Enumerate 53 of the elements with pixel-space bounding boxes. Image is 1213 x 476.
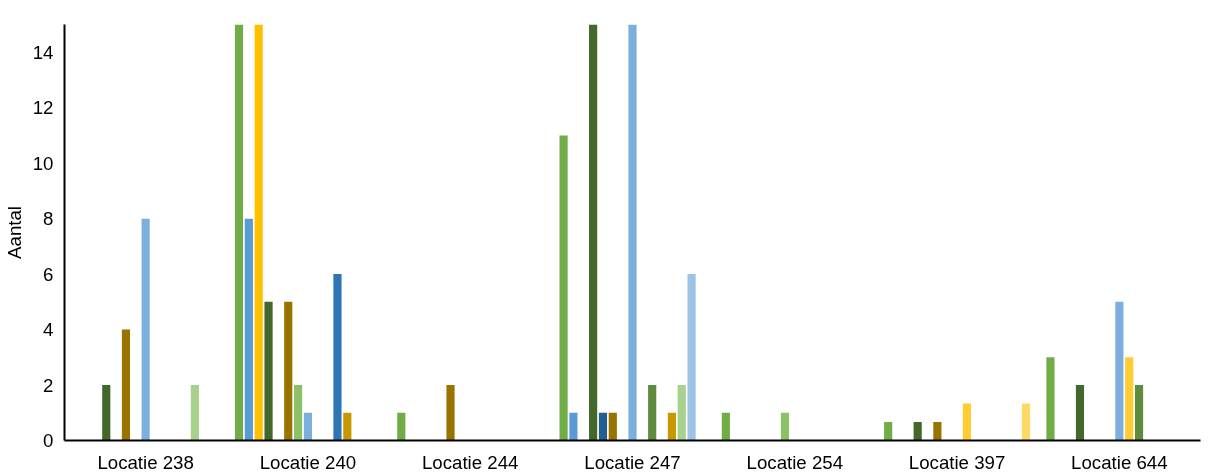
bar	[1115, 301, 1124, 441]
y-tick-label: 8	[43, 208, 54, 230]
y-tick-label: 12	[32, 97, 54, 119]
bar	[677, 385, 686, 441]
bar	[446, 385, 455, 441]
x-tick-label: Locatie 247	[584, 451, 681, 473]
bar	[284, 301, 293, 441]
y-tick-label: 2	[43, 374, 54, 396]
x-tick-label: Locatie 644	[1071, 451, 1168, 473]
bar	[608, 412, 617, 441]
x-tick-label: Locatie 244	[421, 451, 519, 473]
bar	[598, 412, 608, 441]
bar	[1075, 385, 1085, 441]
bar	[190, 385, 199, 441]
bar	[294, 385, 303, 441]
bar	[913, 421, 922, 441]
bar	[721, 412, 730, 441]
bar	[1134, 385, 1144, 441]
bar	[102, 385, 111, 441]
bar	[884, 421, 893, 441]
bar	[234, 24, 244, 441]
bar	[962, 403, 971, 441]
y-tick-label: 10	[32, 152, 54, 174]
bar	[254, 24, 263, 441]
x-tick-label: Locatie 254	[746, 451, 844, 473]
bar	[589, 24, 598, 441]
bar	[397, 412, 406, 441]
y-tick-label: 4	[43, 319, 54, 341]
x-tick-label: Locatie 240	[259, 451, 357, 473]
bar	[244, 218, 253, 441]
y-tick-label: 0	[43, 430, 54, 451]
y-tick-label: 14	[32, 41, 54, 63]
bar	[933, 421, 942, 441]
bar	[687, 274, 696, 441]
x-tick-label: Locatie 238	[97, 451, 194, 473]
bar	[121, 329, 131, 441]
bar	[780, 412, 790, 441]
bar	[1125, 357, 1134, 441]
bar	[343, 412, 352, 441]
bar	[1046, 357, 1055, 441]
bar	[141, 218, 150, 441]
bar	[648, 385, 657, 441]
bar	[628, 24, 637, 441]
bar	[569, 412, 578, 441]
y-axis-title: Aantal	[3, 206, 25, 259]
bar	[264, 301, 273, 441]
x-tick-label: Locatie 397	[908, 451, 1006, 473]
bar	[303, 412, 313, 441]
bar	[333, 274, 342, 441]
bar	[559, 135, 568, 441]
bar	[667, 412, 676, 441]
y-tick-label: 6	[43, 263, 54, 285]
bar	[1021, 403, 1031, 441]
